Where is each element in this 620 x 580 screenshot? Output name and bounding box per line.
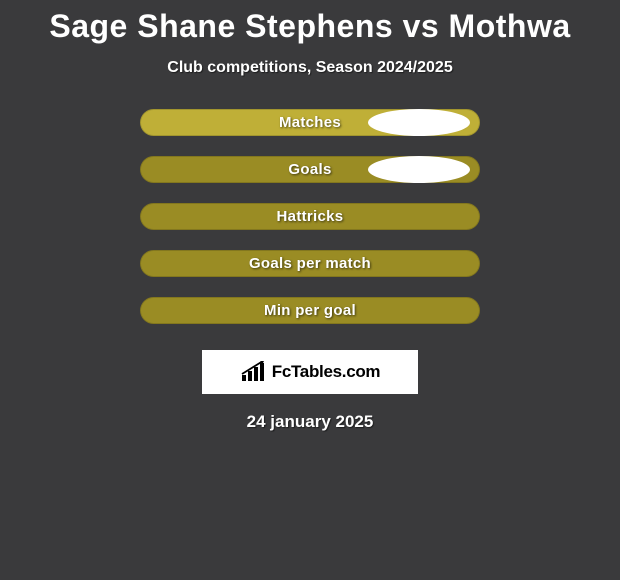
logo-text: FcTables.com <box>272 362 381 382</box>
stat-row: Hattricks <box>140 203 480 230</box>
stat-rows: Matches3 Goals Hattricks Goals per match Min… <box>140 109 480 344</box>
stat-bar: Goals per match <box>140 250 480 277</box>
logo-inner: FcTables.com <box>240 361 381 383</box>
stat-label: Goals <box>288 161 331 178</box>
bars-icon <box>240 361 268 383</box>
comparison-infographic: Sage Shane Stephens vs Mothwa Club compe… <box>0 0 620 432</box>
page-title: Sage Shane Stephens vs Mothwa <box>49 8 570 45</box>
stat-label: Hattricks <box>277 208 344 225</box>
date-label: 24 january 2025 <box>247 412 374 432</box>
right-ellipse <box>368 156 470 183</box>
stat-bar: Hattricks <box>140 203 480 230</box>
stat-row: Matches3 <box>140 109 480 136</box>
stat-label: Min per goal <box>264 302 356 319</box>
stat-bar: Min per goal <box>140 297 480 324</box>
stat-row: Min per goal <box>140 297 480 324</box>
logo-box: FcTables.com <box>202 350 418 394</box>
stat-row: Goals <box>140 156 480 183</box>
stat-row: Goals per match <box>140 250 480 277</box>
stat-label: Goals per match <box>249 255 371 272</box>
stat-label: Matches <box>279 114 341 131</box>
page-subtitle: Club competitions, Season 2024/2025 <box>167 59 452 77</box>
right-ellipse <box>368 109 470 136</box>
